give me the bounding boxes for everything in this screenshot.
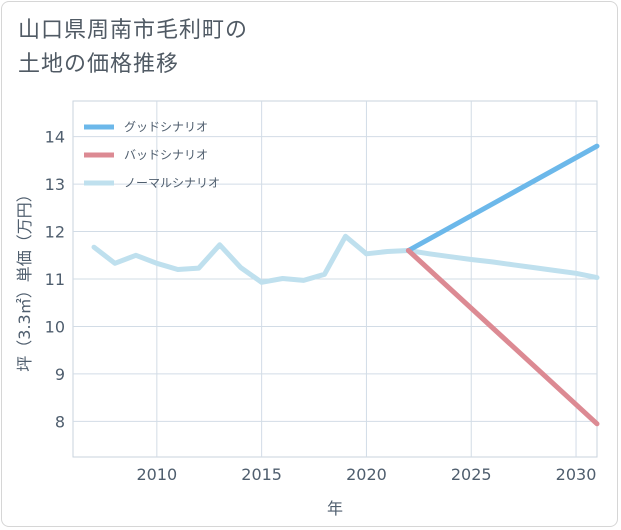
legend-label: ノーマルシナリオ [124, 176, 220, 190]
tick-labels: 2010 2015 2020 2025 2030 8 9 10 11 12 13 14 [45, 128, 597, 484]
y-tick-label: 8 [55, 412, 65, 431]
x-tick-label: 2030 [556, 465, 597, 484]
chart-title: 山口県周南市毛利町の 土地の価格推移 [18, 18, 249, 77]
x-tick-label: 2025 [451, 465, 492, 484]
y-tick-label: 10 [45, 317, 65, 336]
x-axis-label: 年 [327, 499, 343, 518]
y-tick-label: 14 [45, 128, 65, 147]
legend-label: バッドシナリオ [124, 148, 208, 162]
y-tick-label: 11 [45, 270, 65, 289]
x-tick-label: 2015 [241, 465, 282, 484]
series-line [405, 143, 600, 253]
legend-label: グッドシナリオ [124, 120, 208, 134]
series-group [91, 143, 600, 427]
grid-lines [73, 101, 597, 457]
y-tick-label: 12 [45, 223, 65, 242]
y-axis-label: 坪（3.3㎡）単価（万円） [15, 186, 34, 371]
series-line [405, 248, 600, 427]
x-tick-label: 2020 [346, 465, 387, 484]
x-tick-label: 2010 [136, 465, 177, 484]
series-line [91, 233, 600, 285]
y-tick-label: 9 [55, 365, 65, 384]
y-tick-label: 13 [45, 175, 65, 194]
